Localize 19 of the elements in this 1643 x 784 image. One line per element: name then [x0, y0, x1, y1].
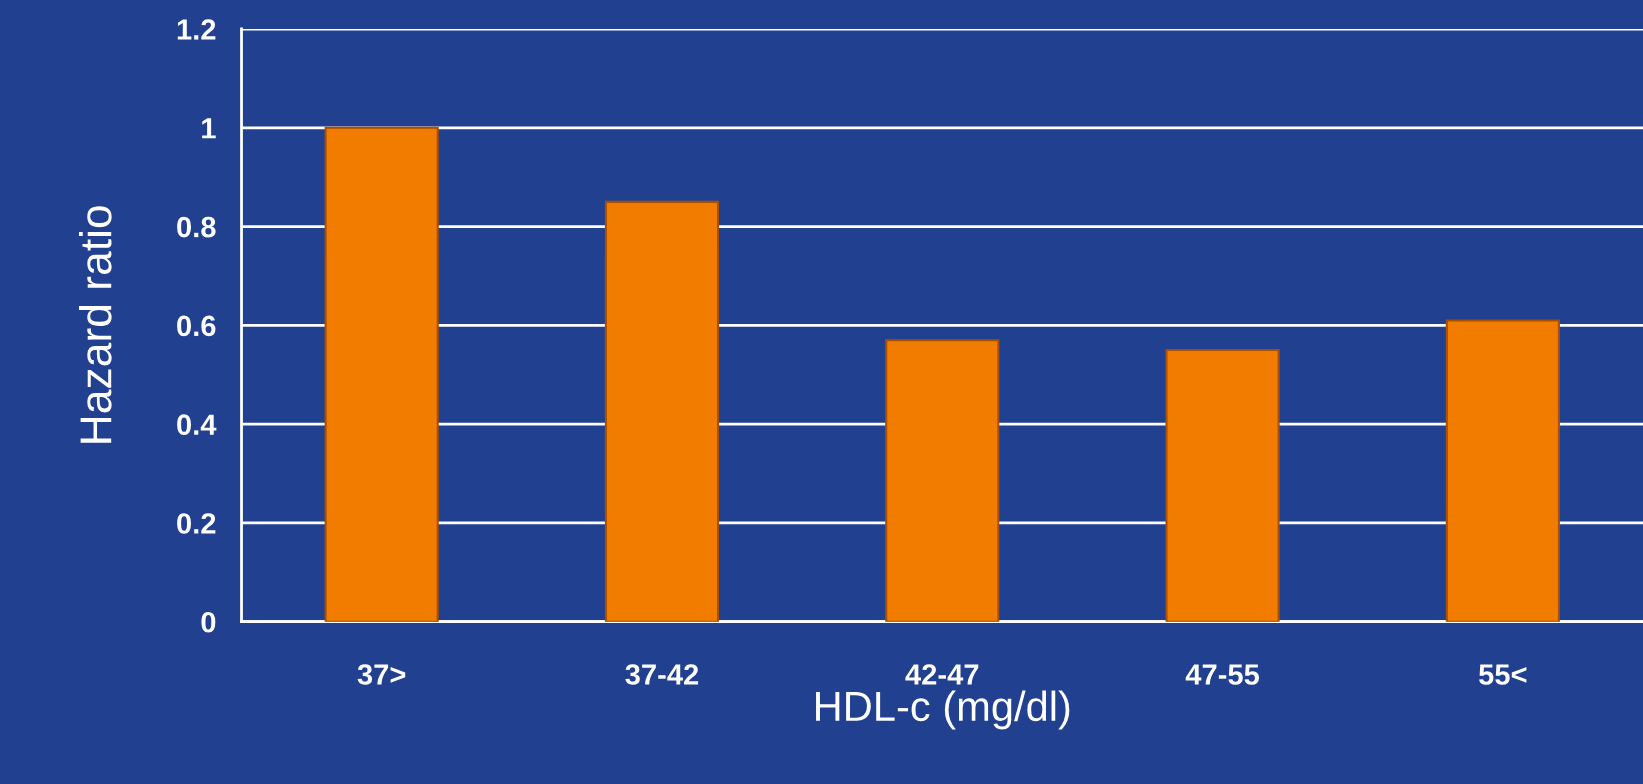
bar [324, 126, 439, 622]
bar [1165, 349, 1280, 622]
bar [885, 339, 1000, 622]
x-tick-label: 37> [357, 664, 406, 685]
bar [1445, 319, 1560, 622]
y-tick-label: 0.4 [177, 414, 217, 435]
y-tick-label: 0.6 [177, 315, 216, 337]
y-tick-label: 0 [201, 611, 216, 633]
y-tick-label: 0.8 [177, 216, 216, 238]
y-tick-label: 1 [202, 118, 216, 139]
x-tick-label: 42-47 [905, 664, 979, 685]
x-tick-label: 47-55 [1185, 664, 1260, 685]
bar [604, 200, 720, 622]
x-axis-title: HDL-c (mg/dl) [816, 690, 1070, 730]
y-tick-label: 1.2 [177, 19, 216, 40]
x-tick-label: 55< [1479, 664, 1527, 685]
x-tick-label: 37-42 [625, 664, 699, 685]
y-axis-title: Hazard ratio [78, 206, 112, 443]
y-tick-label: 0.2 [177, 513, 216, 534]
